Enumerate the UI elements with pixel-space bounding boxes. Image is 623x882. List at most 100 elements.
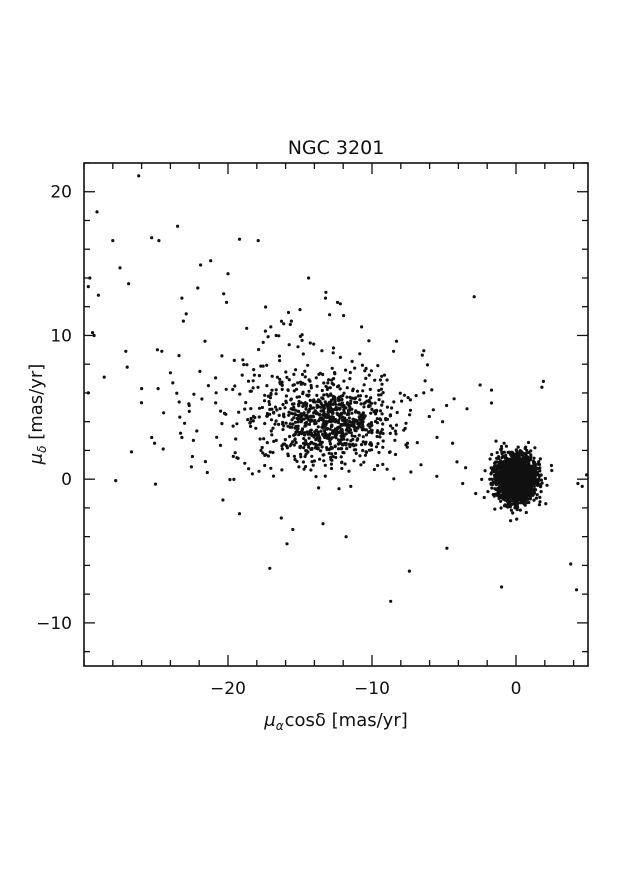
- data-point: [320, 445, 324, 449]
- y-axis-label-subscript: δ: [35, 446, 49, 453]
- data-point: [569, 562, 573, 566]
- data-point: [295, 416, 299, 421]
- data-point: [378, 435, 382, 439]
- data-point: [365, 399, 369, 403]
- data-point: [226, 272, 230, 276]
- data-point: [307, 445, 311, 449]
- data-point: [536, 483, 540, 487]
- data-point: [272, 439, 276, 443]
- data-point: [329, 393, 333, 397]
- data-point: [335, 300, 340, 304]
- data-point: [177, 400, 181, 404]
- data-point: [352, 448, 356, 452]
- data-point: [270, 374, 274, 378]
- data-point: [330, 378, 334, 382]
- data-point: [537, 503, 542, 507]
- data-point: [341, 436, 345, 440]
- data-point: [445, 546, 449, 550]
- data-point: [425, 363, 430, 367]
- data-point: [330, 415, 334, 419]
- data-point: [335, 385, 340, 389]
- x-tick-labels: −20 −10 0: [210, 679, 521, 699]
- data-point: [328, 439, 332, 443]
- data-point: [538, 474, 542, 478]
- data-point: [517, 474, 521, 478]
- x-axis-label: μαcosδ [mas/yr]: [263, 710, 408, 733]
- data-point: [299, 452, 303, 456]
- data-point: [317, 439, 321, 443]
- x-axis-label-subscript: α: [276, 719, 284, 733]
- data-point: [296, 427, 300, 431]
- data-point: [264, 305, 268, 309]
- data-point: [491, 470, 495, 474]
- data-point: [375, 421, 380, 425]
- data-point: [503, 503, 507, 507]
- data-point: [530, 489, 534, 493]
- data-point: [304, 449, 308, 453]
- data-point: [354, 396, 358, 400]
- data-point: [347, 416, 351, 420]
- data-point: [284, 394, 288, 398]
- data-point: [292, 454, 296, 458]
- y-axis-label-text: [mas/yr]: [26, 364, 47, 446]
- data-point: [203, 339, 207, 343]
- data-point: [358, 352, 362, 356]
- data-point: [302, 467, 306, 471]
- data-point: [368, 425, 372, 429]
- x-tick-label: −10: [354, 679, 390, 699]
- data-point: [506, 467, 510, 471]
- data-point: [381, 431, 385, 436]
- data-point: [509, 469, 513, 473]
- data-point: [500, 585, 504, 589]
- data-point: [363, 442, 367, 446]
- data-point: [307, 422, 312, 426]
- data-point: [341, 415, 345, 419]
- data-point: [370, 448, 374, 452]
- data-point: [515, 449, 519, 454]
- data-point: [378, 431, 382, 435]
- data-point: [517, 452, 521, 457]
- data-point: [287, 378, 291, 382]
- data-point: [333, 399, 337, 403]
- data-point: [320, 403, 324, 407]
- data-point: [248, 389, 252, 393]
- data-point: [222, 292, 226, 296]
- data-point: [291, 527, 295, 532]
- data-point: [323, 296, 328, 300]
- data-point: [336, 442, 340, 446]
- data-point: [478, 383, 482, 387]
- data-point: [268, 450, 272, 454]
- data-point: [308, 398, 312, 402]
- data-point: [379, 393, 383, 397]
- data-point: [315, 384, 319, 388]
- data-point: [506, 470, 511, 474]
- y-axis-label-symbol: μ: [26, 453, 47, 465]
- data-point: [531, 465, 536, 469]
- data-point: [240, 373, 244, 377]
- data-point: [338, 406, 342, 411]
- data-point: [490, 452, 494, 457]
- data-point: [293, 413, 298, 417]
- data-point: [355, 400, 359, 405]
- data-point: [356, 426, 360, 430]
- data-point: [282, 322, 286, 326]
- data-point: [405, 441, 410, 445]
- data-point: [304, 439, 308, 443]
- data-point: [518, 508, 522, 512]
- data-point: [431, 408, 435, 412]
- data-point: [192, 392, 196, 396]
- data-point: [309, 386, 313, 390]
- x-tick-label: 0: [511, 679, 522, 699]
- data-point: [507, 477, 511, 481]
- data-point: [175, 391, 179, 395]
- data-point: [218, 443, 223, 447]
- data-point: [362, 460, 366, 464]
- data-point: [171, 381, 175, 385]
- data-point: [381, 445, 385, 449]
- data-point: [345, 447, 349, 451]
- data-point: [184, 312, 188, 316]
- data-point: [345, 395, 349, 399]
- data-point: [127, 282, 131, 286]
- data-point: [302, 411, 306, 415]
- data-point: [257, 469, 261, 473]
